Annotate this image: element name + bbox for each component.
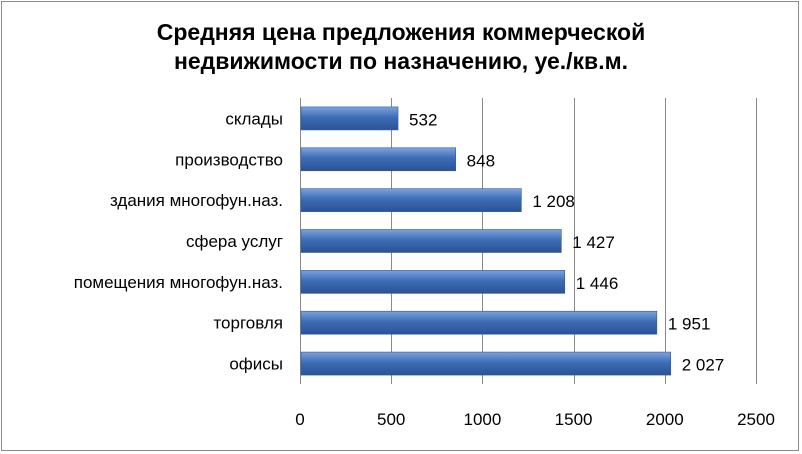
- value-label-0: 532: [409, 110, 437, 129]
- category-label-6: офисы: [229, 355, 283, 374]
- value-label-5: 1 951: [668, 315, 711, 334]
- bars: [300, 106, 672, 376]
- bar-1: [300, 147, 456, 172]
- value-label-2: 1 208: [532, 192, 575, 211]
- category-label-4: помещения многофун.наз.: [74, 273, 283, 292]
- x-tick-label-1500: 1500: [555, 410, 593, 429]
- bar-6: [300, 351, 672, 376]
- value-label-6: 2 027: [682, 356, 725, 375]
- value-labels: 532 848 1 208 1 427 1 446 1 951 2 027: [409, 110, 724, 374]
- category-label-3: сфера услуг: [186, 232, 283, 251]
- category-label-1: производство: [175, 150, 283, 169]
- x-tick-label-500: 500: [377, 410, 405, 429]
- x-tick-label-2000: 2000: [646, 410, 684, 429]
- bar-2: [300, 188, 522, 212]
- bar-5: [300, 310, 658, 335]
- bar-3: [300, 229, 562, 253]
- category-label-5: торговля: [213, 314, 283, 333]
- category-label-2: здания многофун.наз.: [110, 191, 283, 210]
- x-tick-label-0: 0: [295, 410, 304, 429]
- category-labels: склады производство здания многофун.наз. сф…: [74, 109, 283, 373]
- chart-title-line-1: Средняя цена предложения коммерческой: [156, 19, 646, 45]
- bar-0: [300, 106, 399, 131]
- chart-title: Средняя цена предложения коммерческой не…: [0, 18, 802, 76]
- value-label-4: 1 446: [576, 274, 619, 293]
- x-axis-tick-labels: 0 500 1000 1500 2000 2500: [295, 410, 775, 429]
- bar-4: [300, 270, 566, 294]
- value-label-3: 1 427: [572, 233, 615, 252]
- x-tick-label-1000: 1000: [463, 410, 501, 429]
- chart-title-line-2: недвижимости по назначению, уе./кв.м.: [174, 48, 628, 74]
- value-label-1: 848: [467, 151, 495, 170]
- x-tick-label-2500: 2500: [737, 410, 775, 429]
- category-label-0: склады: [225, 109, 283, 128]
